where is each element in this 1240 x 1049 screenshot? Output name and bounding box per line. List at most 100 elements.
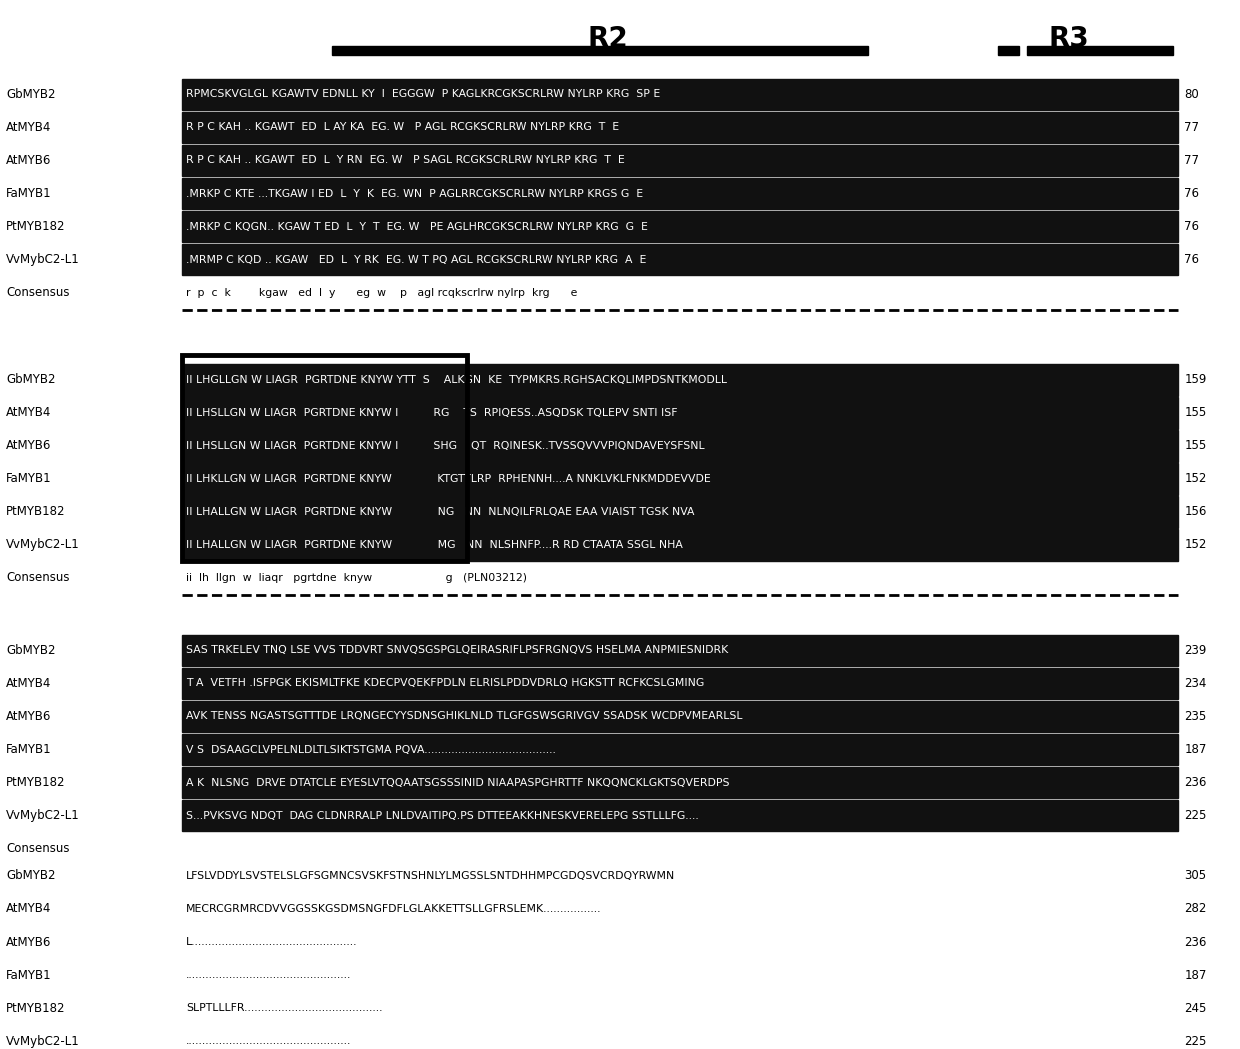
Text: PtMYB182: PtMYB182 (6, 506, 66, 518)
Bar (182, 733, 1178, 766)
Text: 305: 305 (1184, 870, 1207, 882)
Bar (182, 243, 1178, 276)
Bar (182, 667, 1178, 700)
Bar (182, 701, 1178, 732)
Bar (182, 79, 1178, 110)
Text: 239: 239 (1184, 644, 1207, 657)
Text: .................................................: ........................................… (186, 970, 351, 980)
Text: R P C KAH .. KGAWT  ED  L  Y RN  EG. W   P SAGL RCGKSCRLRW NYLRP KRG  T  E: R P C KAH .. KGAWT ED L Y RN EG. W P SAG… (186, 155, 635, 166)
Text: VvMybC2-L1: VvMybC2-L1 (6, 809, 79, 822)
Bar (182, 463, 1178, 495)
Bar (182, 529, 1178, 561)
Text: II LHGLLGN W LIAGR  PGRTDNE KNYW YTT  S    ALKGN  KE  TYPMKRS.RGHSACKQLIMPDSNTKM: II LHGLLGN W LIAGR PGRTDNE KNYW YTT S AL… (186, 374, 727, 385)
Text: FaMYB1: FaMYB1 (6, 187, 52, 200)
Text: II LHALLGN W LIAGR  PGRTDNE KNYW             MG   NN  NLSHNFP....R RD CTAATA SSG: II LHALLGN W LIAGR PGRTDNE KNYW MG NN NL… (186, 540, 683, 550)
Text: LFSLVDDYLSVSTELSLGFSGMNCSVSKFSTNSHNLYLMGSSLSNTDHHMPCGDQSVCRDQYRWMN: LFSLVDDYLSVSTELSLGFSGMNCSVSKFSTNSHNLYLMG… (186, 871, 676, 881)
Bar (182, 767, 1178, 798)
Bar (332, 45, 868, 55)
Text: 152: 152 (1184, 538, 1207, 552)
Text: 76: 76 (1184, 253, 1199, 266)
Bar (182, 111, 1178, 144)
Text: .MRKP C KQGN.. KGAW T ED  L  Y  T  EG. W   PE AGLHRCGKSCRLRW NYLRP KRG  G  E: .MRKP C KQGN.. KGAW T ED L Y T EG. W PE … (186, 221, 658, 232)
Text: 77: 77 (1184, 121, 1199, 134)
Text: V S  DSAAGCLVPELNLDLTLSIKTSTGMA PQVA.......................................: V S DSAAGCLVPELNLDLTLSIKTSTGMA PQVA.....… (186, 745, 556, 754)
Text: II LHSLLGN W LIAGR  PGRTDNE KNYW I          SHG    QT  RQINESK..TVSSQVVVPIQNDAVE: II LHSLLGN W LIAGR PGRTDNE KNYW I SHG QT… (186, 441, 704, 451)
Text: VvMybC2-L1: VvMybC2-L1 (6, 1034, 79, 1048)
Bar (182, 430, 1178, 462)
Text: AtMYB6: AtMYB6 (6, 154, 52, 167)
Text: PtMYB182: PtMYB182 (6, 776, 66, 789)
Text: AtMYB6: AtMYB6 (6, 710, 52, 723)
Text: PtMYB182: PtMYB182 (6, 220, 66, 233)
Bar (182, 635, 1178, 666)
Text: FaMYB1: FaMYB1 (6, 743, 52, 756)
Text: R P C KAH .. KGAWT  ED  L AY KA  EG. W   P AGL RCGKSCRLRW NYLRP KRG  T  E: R P C KAH .. KGAWT ED L AY KA EG. W P AG… (186, 123, 630, 132)
Bar (182, 397, 1178, 429)
Text: 77: 77 (1184, 154, 1199, 167)
Text: Consensus: Consensus (6, 572, 69, 584)
Text: 234: 234 (1184, 677, 1207, 690)
Bar (182, 211, 1178, 242)
Text: 152: 152 (1184, 472, 1207, 486)
Text: .MRKP C KTE ...TKGAW I ED  L  Y  K  EG. WN  P AGLRRCGKSCRLRW NYLRP KRGS G  E: .MRKP C KTE ...TKGAW I ED L Y K EG. WN P… (186, 189, 653, 198)
Bar (182, 177, 1178, 210)
Text: PtMYB182: PtMYB182 (6, 1002, 66, 1014)
Text: .................................................: ........................................… (186, 1036, 351, 1046)
Text: r  p  c  k        kgaw   ed  l  y      eg  w    p   agl rcqkscrlrw nylrp  krg   : r p c k kgaw ed l y eg w p agl rcqkscrlr… (186, 287, 578, 298)
Text: 155: 155 (1184, 406, 1207, 420)
Text: GbMYB2: GbMYB2 (6, 88, 56, 101)
Text: 187: 187 (1184, 743, 1207, 756)
Text: S...PVKSVG NDQT  DAG CLDNRRALP LNLDVAITIPQ.PS DTTEEAKKHNESKVERELEPG SSTLLLFG....: S...PVKSVG NDQT DAG CLDNRRALP LNLDVAITIP… (186, 811, 699, 820)
Text: Consensus: Consensus (6, 842, 69, 855)
Text: II LHKLLGN W LIAGR  PGRTDNE KNYW             KTGTTLRP  RPHENNH....A NNKLVKLFNKMD: II LHKLLGN W LIAGR PGRTDNE KNYW KTGTTLRP… (186, 474, 711, 484)
Text: II LHSLLGN W LIAGR  PGRTDNE KNYW I          RG    TS  RPIQESS..ASQDSK TQLEPV SNT: II LHSLLGN W LIAGR PGRTDNE KNYW I RG TS … (186, 408, 677, 418)
Text: 235: 235 (1184, 710, 1207, 723)
Text: VvMybC2-L1: VvMybC2-L1 (6, 253, 79, 266)
Text: MECRCGRMRCDVVGGSSKGSDMSNGFDFLGLAKKETTSLLGFRSLEMK.................: MECRCGRMRCDVVGGSSKGSDMSNGFDFLGLAKKETTSLL… (186, 904, 601, 914)
Text: II LHALLGN W LIAGR  PGRTDNE KNYW             NG   NN  NLNQILFRLQAE EAA VIAIST TG: II LHALLGN W LIAGR PGRTDNE KNYW NG NN NL… (186, 507, 694, 517)
Text: AtMYB4: AtMYB4 (6, 677, 52, 690)
Text: 225: 225 (1184, 809, 1207, 822)
Text: RPMCSKVGLGL KGAWTV EDNLL KY  I  EGGGW  P KAGLKRCGKSCRLRW NYLRP KRG  SP E: RPMCSKVGLGL KGAWTV EDNLL KY I EGGGW P KA… (186, 89, 671, 100)
Bar (182, 364, 1178, 395)
Text: 155: 155 (1184, 440, 1207, 452)
Text: GbMYB2: GbMYB2 (6, 870, 56, 882)
Text: AtMYB4: AtMYB4 (6, 902, 52, 916)
Bar (182, 145, 1178, 176)
Text: 80: 80 (1184, 88, 1199, 101)
Text: R2: R2 (588, 25, 627, 52)
Text: L.................................................: L.......................................… (186, 937, 357, 947)
Text: GbMYB2: GbMYB2 (6, 644, 56, 657)
Text: AtMYB4: AtMYB4 (6, 406, 52, 420)
Text: 76: 76 (1184, 220, 1199, 233)
Text: 225: 225 (1184, 1034, 1207, 1048)
Text: AtMYB6: AtMYB6 (6, 440, 52, 452)
Bar (182, 355, 467, 561)
Text: 282: 282 (1184, 902, 1207, 916)
Text: SAS TRKELEV TNQ LSE VVS TDDVRT SNVQSGSPGLQEIRASRIFLPSFRGNQVS HSELMA ANPMIESNIDRK: SAS TRKELEV TNQ LSE VVS TDDVRT SNVQSGSPG… (186, 645, 728, 656)
Text: 236: 236 (1184, 936, 1207, 948)
Text: 236: 236 (1184, 776, 1207, 789)
Bar (1027, 45, 1173, 55)
Text: A K  NLSNG  DRVE DTATCLE EYESLVTQQAATSGSSSINID NIAAPASPGHRTTF NKQQNCKLGKTSQVERDP: A K NLSNG DRVE DTATCLE EYESLVTQQAATSGSSS… (186, 777, 729, 788)
Text: R3: R3 (1049, 25, 1089, 52)
Text: VvMybC2-L1: VvMybC2-L1 (6, 538, 79, 552)
Text: 245: 245 (1184, 1002, 1207, 1014)
Bar (182, 496, 1178, 528)
Text: AtMYB6: AtMYB6 (6, 936, 52, 948)
Text: 156: 156 (1184, 506, 1207, 518)
Text: FaMYB1: FaMYB1 (6, 968, 52, 982)
Text: T A  VETFH .ISFPGK EKISMLTFKE KDECPVQEKFPDLN ELRISLPDDVDRLQ HGKSTT RCFKCSLGMING: T A VETFH .ISFPGK EKISMLTFKE KDECPVQEKFP… (186, 679, 704, 688)
Text: AtMYB4: AtMYB4 (6, 121, 52, 134)
Text: ii  lh  llgn  w  liaqr   pgrtdne  knyw                     g   (PLN03212): ii lh llgn w liaqr pgrtdne knyw g (PLN03… (186, 573, 527, 583)
Text: FaMYB1: FaMYB1 (6, 472, 52, 486)
Text: SLPTLLLFR.........................................: SLPTLLLFR...............................… (186, 1003, 382, 1013)
Text: GbMYB2: GbMYB2 (6, 373, 56, 386)
Bar (998, 45, 1019, 55)
Text: 76: 76 (1184, 187, 1199, 200)
Text: 187: 187 (1184, 968, 1207, 982)
Text: .MRMP C KQD .. KGAW   ED  L  Y RK  EG. W T PQ AGL RCGKSCRLRW NYLRP KRG  A  E: .MRMP C KQD .. KGAW ED L Y RK EG. W T PQ… (186, 255, 657, 264)
Bar (182, 799, 1178, 832)
Text: 159: 159 (1184, 373, 1207, 386)
Text: AVK TENSS NGASTSGTTTDE LRQNGECYYSDNSGHIKLNLD TLGFGSWSGRIVGV SSADSK WCDPVMEARLSL: AVK TENSS NGASTSGTTTDE LRQNGECYYSDNSGHIK… (186, 711, 743, 722)
